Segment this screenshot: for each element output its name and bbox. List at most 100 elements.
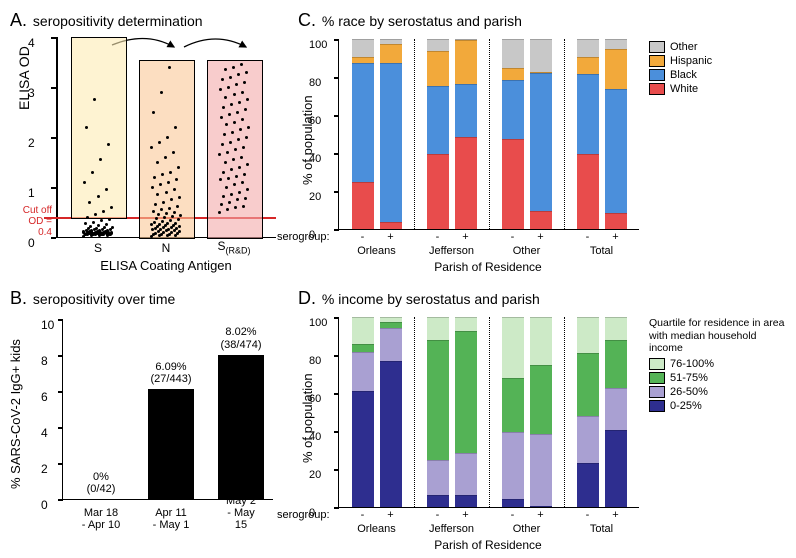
stacked-ytick: 0 (309, 507, 315, 519)
group-label: Total (590, 523, 613, 535)
stacked-segment (605, 340, 627, 388)
sero-label: + (387, 509, 393, 521)
group-separator (564, 317, 565, 507)
scatter-dot (226, 151, 229, 154)
panel-b-ytick-mark (58, 427, 63, 429)
panel-b-bar (218, 355, 264, 499)
stacked-ytick: 60 (309, 393, 321, 405)
stacked-segment (427, 460, 449, 494)
panel-b-ytick: 6 (41, 390, 48, 404)
stacked-bar (530, 317, 552, 507)
panel-d-plot: serogroup: 020406080100-+Orleans-+Jeffer… (338, 317, 639, 508)
stacked-segment (352, 317, 374, 344)
scatter-dot (174, 126, 177, 129)
panel-b-bar (148, 389, 194, 499)
scatter-dot (235, 175, 238, 178)
stacked-segment (352, 182, 374, 230)
scatter-dot (154, 203, 157, 206)
scatter-dot (174, 222, 177, 225)
stacked-segment (352, 63, 374, 181)
panel-a-ytick: 4 (28, 36, 35, 50)
stacked-bar (455, 39, 477, 229)
legend-row: Other (649, 41, 712, 53)
stacked-segment (455, 331, 477, 453)
stacked-segment (530, 39, 552, 72)
scatter-dot (160, 208, 163, 211)
scatter-dot (164, 156, 167, 159)
panel-b-ytick: 0 (41, 498, 48, 512)
scatter-dot (99, 158, 102, 161)
panel-c-legend: Other Hispanic Black White (649, 39, 712, 274)
scatter-dot (231, 131, 234, 134)
stacked-segment (530, 506, 552, 507)
panel-d-ylabel: % of population (300, 373, 315, 463)
sero-label: - (586, 231, 590, 243)
legend-label: White (670, 83, 698, 95)
panel-b-value-label: 6.09%(27/443) (151, 361, 192, 385)
scatter-dot (160, 91, 163, 94)
stacked-bar (455, 317, 477, 507)
stacked-ytick-mark (334, 317, 339, 319)
stacked-segment (455, 137, 477, 229)
panel-a-xlabel-item: S (94, 241, 102, 255)
group-label: Jefferson (429, 245, 474, 257)
scatter-dot (236, 111, 239, 114)
group-label: Total (590, 245, 613, 257)
stacked-segment (502, 499, 524, 507)
panel-b-xlabel: Apr 11- May 1 (153, 507, 190, 531)
panel-a-ytick: 0 (28, 236, 35, 250)
stacked-ytick-mark (334, 355, 339, 357)
scatter-dot (83, 181, 86, 184)
scatter-dot (246, 163, 249, 166)
panel-c-ylabel: % of population (300, 95, 315, 185)
panel-a-yaxis (56, 37, 58, 237)
scatter-dot (240, 156, 243, 159)
panel-a-ytick: 3 (28, 86, 35, 100)
scatter-dot (97, 224, 100, 227)
panel-b-ytick-mark (58, 355, 63, 357)
legend-row: Hispanic (649, 55, 712, 67)
panel-a-box (71, 37, 127, 219)
scatter-dot (167, 181, 170, 184)
scatter-dot (95, 227, 98, 230)
stacked-segment (352, 391, 374, 507)
scatter-dot (84, 222, 87, 225)
sero-label: - (361, 509, 365, 521)
sero-label: - (361, 231, 365, 243)
scatter-dot (105, 223, 108, 226)
stacked-ytick: 20 (309, 191, 321, 203)
panel-a: A. seropositivity determination ELISA OD… (10, 10, 290, 280)
stacked-ytick-mark (334, 77, 339, 79)
stacked-segment (502, 139, 524, 229)
panel-b-ytick: 8 (41, 354, 48, 368)
panel-a-ytick: 2 (28, 136, 35, 150)
scatter-dot (173, 188, 176, 191)
scatter-dot (222, 106, 225, 109)
stacked-ytick-mark (334, 431, 339, 433)
panel-d-serolabel: serogroup: (277, 509, 330, 521)
stacked-segment (502, 378, 524, 433)
scatter-dot (108, 218, 111, 221)
stacked-segment (455, 317, 477, 331)
stacked-segment (605, 89, 627, 213)
stacked-bar (605, 39, 627, 229)
group-separator (564, 39, 565, 229)
stacked-segment (605, 213, 627, 229)
scatter-dot (232, 158, 235, 161)
legend-label: 76-100% (670, 358, 714, 370)
legend-label: Black (670, 69, 697, 81)
stacked-bar (577, 39, 599, 229)
stacked-segment (455, 40, 477, 84)
panel-b-value-label: 0%(0/42) (87, 471, 116, 495)
stacked-segment (577, 353, 599, 415)
panel-b-xlabel: Mar 18- Apr 10 (82, 507, 121, 531)
panel-c-serolabel: serogroup: (277, 231, 330, 243)
panel-a-ylabel: ELISA OD (16, 46, 32, 110)
scatter-dot (228, 113, 231, 116)
scatter-dot (224, 68, 227, 71)
stacked-ytick-mark (334, 191, 339, 193)
stacked-segment (502, 317, 524, 378)
cutoff-label: Cut offOD = 0.4 (12, 205, 52, 238)
panel-b-ytick-mark (58, 319, 63, 321)
scatter-dot (221, 143, 224, 146)
